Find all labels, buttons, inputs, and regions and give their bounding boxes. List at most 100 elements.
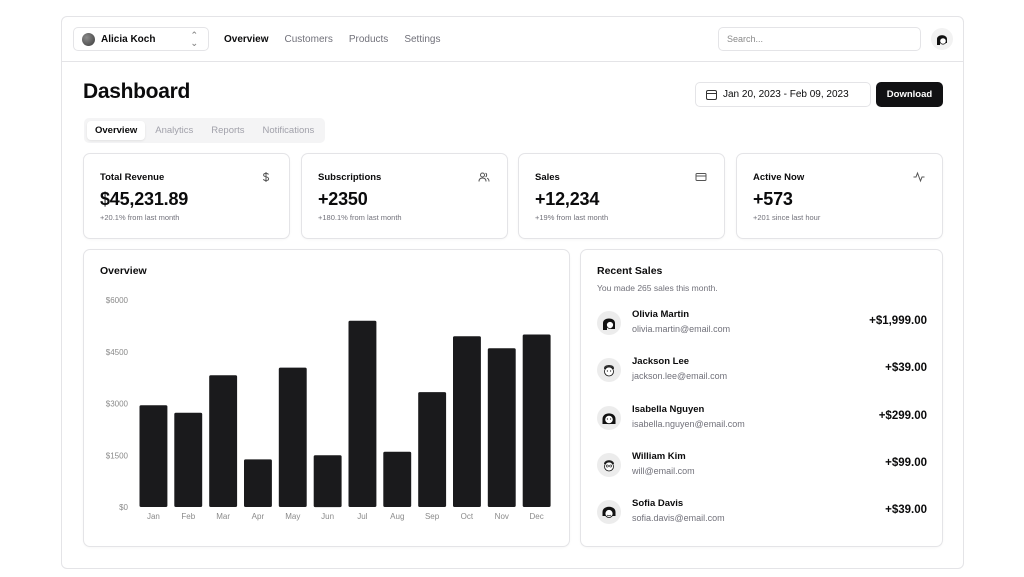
user-avatar[interactable]	[931, 28, 953, 50]
customer-name: Olivia Martin	[632, 309, 690, 320]
credit-card-icon	[695, 173, 707, 181]
bar-nov[interactable]	[487, 348, 516, 507]
nav-products[interactable]: Products	[348, 34, 389, 45]
customer-avatar	[597, 406, 621, 430]
customer-email: will@email.com	[632, 466, 695, 476]
stat-subtext: +201 since last hour	[753, 213, 821, 222]
y-tick-label: $1500	[106, 451, 129, 460]
face-avatar-icon	[604, 460, 614, 472]
overview-card: Overview $0 $1500 $3000 $4500 $6000 Jan Feb Mar…	[83, 249, 570, 547]
customer-name: Jackson Lee	[632, 356, 690, 367]
x-tick-label: Jun	[321, 512, 334, 521]
bar-jul[interactable]	[348, 320, 377, 507]
nav-settings[interactable]: Settings	[404, 34, 441, 45]
x-tick-label: Feb	[181, 512, 195, 521]
stat-label: Sales	[535, 172, 560, 183]
x-tick-label: Nov	[495, 512, 509, 521]
face-avatar-icon	[602, 506, 616, 518]
sale-row: Sofia Davis sofia.davis@email.com +$39.0…	[597, 498, 927, 528]
chevron-up-down-icon: ⌃ ⌄	[190, 30, 198, 48]
bar-jan[interactable]	[139, 405, 168, 507]
user-avatar-icon	[937, 35, 947, 45]
x-tick-label: Jul	[357, 512, 367, 521]
customer-email: jackson.lee@email.com	[632, 371, 728, 381]
x-tick-label: Apr	[252, 512, 265, 521]
customer-email: isabella.nguyen@email.com	[632, 419, 745, 429]
search-input[interactable]	[718, 27, 921, 51]
customer-name: William Kim	[632, 451, 686, 462]
nav-overview[interactable]: Overview	[224, 34, 269, 45]
bar-mar[interactable]	[209, 375, 238, 507]
bar-aug[interactable]	[383, 451, 412, 507]
stat-value: +573	[753, 189, 793, 209]
stat-value: +2350	[318, 189, 368, 209]
face-avatar-icon	[603, 318, 615, 330]
customer-avatar	[597, 358, 621, 382]
face-avatar-icon	[604, 365, 614, 377]
x-tick-label: Dec	[529, 512, 543, 521]
page-title: Dashboard	[83, 80, 190, 103]
overview-bar-chart: $0 $1500 $3000 $4500 $6000 Jan Feb Mar Apr May Jun…	[106, 296, 551, 521]
activity-icon	[913, 171, 925, 183]
tab-list: Overview Analytics Reports Notifications	[84, 118, 326, 143]
face-avatar-icon	[602, 413, 616, 425]
users-icon	[478, 172, 490, 182]
stat-card-sales: Sales +12,234 +19% from last month	[518, 153, 725, 239]
sale-amount: +$39.00	[885, 504, 927, 516]
customer-name: Isabella Nguyen	[632, 404, 705, 415]
bar-sep[interactable]	[418, 392, 447, 507]
nav-customers[interactable]: Customers	[284, 34, 333, 45]
x-tick-label: Oct	[461, 512, 474, 521]
recent-sales-title: Recent Sales	[597, 265, 663, 277]
x-tick-label: Jan	[147, 512, 160, 521]
customer-email: olivia.martin@email.com	[632, 324, 731, 334]
top-bar: Alicia Koch ⌃ ⌄ Overview Customers Produc…	[62, 17, 963, 62]
y-tick-label: $6000	[106, 296, 129, 305]
bar-feb[interactable]	[174, 412, 203, 507]
customer-avatar	[597, 453, 621, 477]
date-range-picker[interactable]: Jan 20, 2023 - Feb 09, 2023	[695, 82, 871, 107]
recent-sales-card: Recent Sales You made 265 sales this mon…	[580, 249, 943, 547]
stat-value: +12,234	[535, 189, 600, 209]
bar-jun[interactable]	[313, 455, 342, 508]
sale-amount: +$299.00	[878, 410, 927, 422]
tab-analytics[interactable]: Analytics	[155, 125, 194, 136]
tab-overview[interactable]: Overview	[87, 121, 146, 140]
x-tick-label: Mar	[216, 512, 230, 521]
stat-card-subscriptions: Subscriptions +2350 +180.1% from last mo…	[301, 153, 508, 239]
stat-card-total-revenue: Total Revenue $45,231.89 +20.1% from las…	[83, 153, 290, 239]
download-button[interactable]: Download	[876, 82, 943, 107]
stat-subtext: +180.1% from last month	[318, 213, 402, 222]
sale-row: Olivia Martin olivia.martin@email.com +$…	[597, 309, 927, 339]
x-tick-label: Sep	[425, 512, 440, 521]
bar-dec[interactable]	[522, 334, 551, 508]
stat-card-active-now: Active Now +573 +201 since last hour	[736, 153, 943, 239]
customer-avatar	[597, 311, 621, 335]
stat-label: Total Revenue	[100, 172, 165, 183]
x-tick-label: May	[285, 512, 300, 521]
stat-label: Subscriptions	[318, 172, 382, 183]
bar-apr[interactable]	[244, 459, 272, 507]
y-tick-label: $3000	[106, 400, 129, 409]
sale-row: William Kim will@email.com +$99.00	[597, 451, 927, 481]
overview-title: Overview	[100, 265, 147, 277]
bar-may[interactable]	[278, 367, 307, 507]
sale-amount: +$99.00	[885, 457, 927, 469]
customer-email: sofia.davis@email.com	[632, 513, 725, 523]
tab-reports[interactable]: Reports	[211, 125, 245, 136]
bar-oct[interactable]	[453, 336, 481, 507]
recent-sales-description: You made 265 sales this month.	[597, 283, 718, 293]
calendar-icon	[706, 89, 717, 100]
date-range-text: Jan 20, 2023 - Feb 09, 2023	[723, 89, 849, 100]
sale-amount: +$39.00	[885, 362, 927, 374]
tab-notifications[interactable]: Notifications	[262, 125, 315, 136]
dollar-icon	[262, 172, 270, 182]
y-tick-label: $4500	[106, 348, 129, 357]
stat-value: $45,231.89	[100, 189, 189, 209]
account-avatar	[82, 32, 95, 46]
x-tick-label: Aug	[390, 512, 404, 521]
sale-row: Jackson Lee jackson.lee@email.com +$39.0…	[597, 356, 927, 386]
account-switcher[interactable]: Alicia Koch ⌃ ⌄	[73, 27, 209, 51]
y-tick-label: $0	[119, 503, 128, 512]
stat-subtext: +19% from last month	[535, 213, 609, 222]
